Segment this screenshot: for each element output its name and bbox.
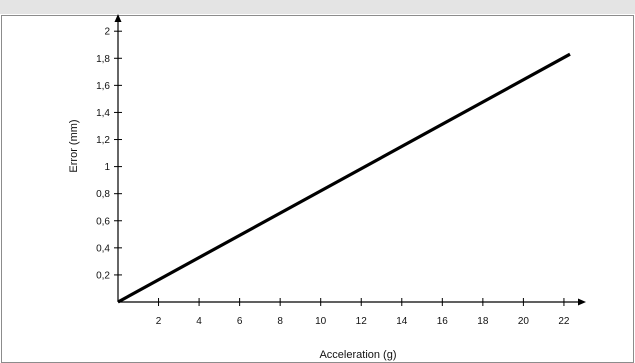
y-tick-label: 1,4 bbox=[96, 108, 110, 119]
y-tick-label: 1,2 bbox=[96, 135, 110, 146]
y-tick-label: 2 bbox=[104, 27, 110, 38]
y-axis-label: Error (mm) bbox=[68, 119, 80, 172]
axes bbox=[114, 14, 586, 306]
tick-marks bbox=[114, 30, 565, 306]
y-tick-label: 1,8 bbox=[96, 54, 110, 65]
y-tick-label: 0,2 bbox=[96, 270, 110, 281]
x-tick-label: 10 bbox=[315, 316, 327, 327]
chart-frame bbox=[1, 15, 634, 363]
y-tick-label: 0,8 bbox=[96, 189, 110, 200]
x-tick-label: 12 bbox=[356, 316, 368, 327]
x-axis-label: Acceleration (g) bbox=[319, 349, 396, 361]
y-tick-label: 0,4 bbox=[96, 243, 110, 254]
x-tick-label: 6 bbox=[237, 316, 243, 327]
tick-labels: 2 4 6 8 10 12 14 16 18 20 22 0,2 0,4 0,6 0,8 1 1,2 1,4 1,6… bbox=[96, 27, 570, 327]
y-tick-label: 1 bbox=[104, 162, 110, 173]
x-tick-label: 8 bbox=[277, 316, 283, 327]
y-axis-arrow-icon bbox=[114, 14, 122, 22]
data-line bbox=[117, 52, 571, 304]
x-tick-label: 16 bbox=[437, 316, 449, 327]
x-tick-label: 14 bbox=[396, 316, 408, 327]
x-axis-arrow-icon bbox=[578, 298, 586, 306]
x-tick-label: 18 bbox=[477, 316, 489, 327]
x-tick-label: 2 bbox=[156, 316, 162, 327]
y-tick-label: 1,6 bbox=[96, 81, 110, 92]
x-tick-label: 20 bbox=[518, 316, 530, 327]
window-top-bar bbox=[0, 0, 635, 14]
y-tick-label: 0,6 bbox=[96, 216, 110, 227]
x-tick-label: 4 bbox=[196, 316, 202, 327]
series bbox=[117, 52, 571, 304]
x-tick-label: 22 bbox=[558, 316, 570, 327]
